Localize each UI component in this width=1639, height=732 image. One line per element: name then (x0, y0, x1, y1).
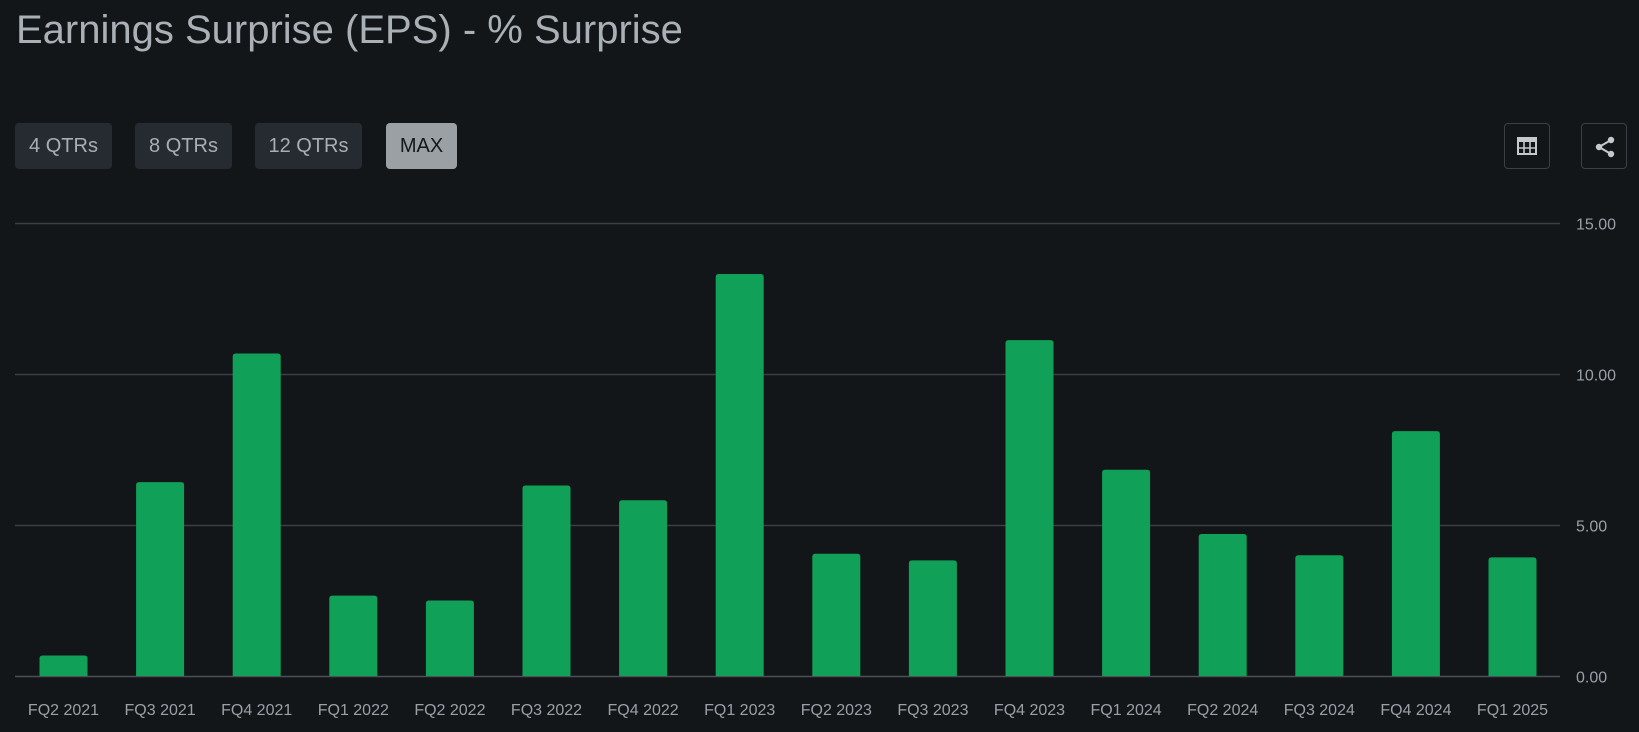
range-max-button[interactable]: MAX (386, 123, 457, 169)
x-tick-label: FQ3 2023 (897, 702, 968, 719)
x-tick-label: FQ4 2024 (1380, 702, 1451, 719)
x-tick-label: FQ3 2022 (511, 702, 582, 719)
bar[interactable] (1198, 534, 1247, 676)
x-tick-label: FQ4 2021 (221, 702, 292, 719)
share-button[interactable] (1581, 123, 1627, 169)
bar[interactable] (329, 595, 378, 676)
y-tick-label: 0.00 (1576, 670, 1607, 687)
x-tick-label: FQ1 2023 (704, 702, 775, 719)
bar[interactable] (619, 500, 668, 676)
x-tick-label: FQ4 2023 (994, 702, 1065, 719)
range-8-qtrs-button[interactable]: 8 QTRs (135, 123, 232, 169)
bar[interactable] (908, 560, 957, 676)
table-icon (1517, 137, 1537, 155)
share-icon (1595, 136, 1615, 158)
chart-title: Earnings Surprise (EPS) - % Surprise (16, 8, 683, 52)
x-tick-label: FQ1 2022 (318, 702, 389, 719)
bar[interactable] (136, 482, 185, 676)
x-tick-label: FQ4 2022 (608, 702, 679, 719)
bar[interactable] (1295, 555, 1344, 676)
y-tick-label: 10.00 (1576, 368, 1616, 385)
range-4-qtrs-button[interactable]: 4 QTRs (15, 123, 112, 169)
y-tick-label: 5.00 (1576, 519, 1607, 536)
bar[interactable] (1391, 431, 1440, 676)
x-tick-label: FQ2 2024 (1187, 702, 1258, 719)
bar[interactable] (425, 600, 474, 677)
x-tick-label: FQ1 2024 (1091, 702, 1162, 719)
bar[interactable] (1488, 557, 1537, 676)
x-tick-label: FQ1 2025 (1477, 702, 1548, 719)
bar[interactable] (1005, 340, 1054, 676)
bar[interactable] (232, 353, 281, 676)
x-tick-label: FQ2 2022 (414, 702, 485, 719)
y-tick-label: 15.00 (1576, 217, 1616, 234)
bar[interactable] (522, 485, 571, 676)
bar[interactable] (1102, 469, 1151, 676)
range-12-qtrs-button[interactable]: 12 QTRs (255, 123, 362, 169)
x-tick-label: FQ3 2021 (125, 702, 196, 719)
x-tick-label: FQ2 2023 (801, 702, 872, 719)
table-view-button[interactable] (1504, 123, 1550, 169)
x-tick-label: FQ2 2021 (28, 702, 99, 719)
bar[interactable] (715, 274, 764, 676)
bar[interactable] (812, 553, 861, 676)
x-tick-label: FQ3 2024 (1284, 702, 1355, 719)
bar[interactable] (39, 655, 88, 676)
